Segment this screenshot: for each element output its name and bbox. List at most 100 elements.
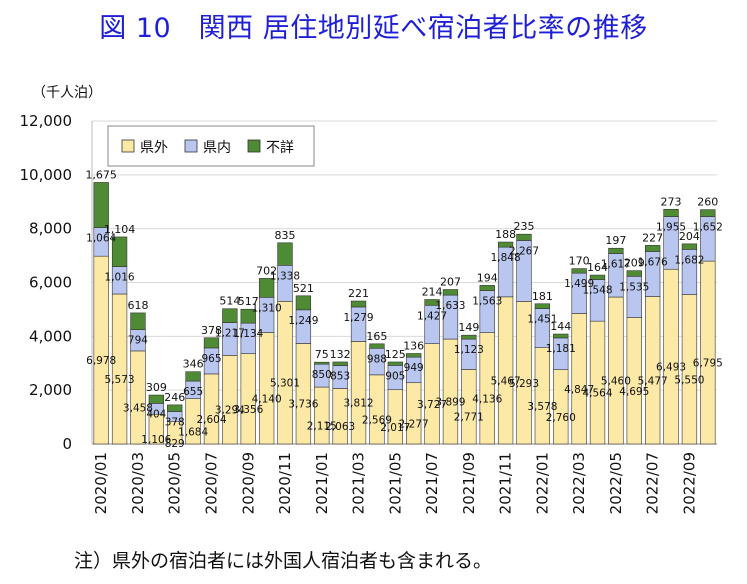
bar-segment-unknown (681, 243, 698, 250)
data-label-unknown: 618 (127, 299, 148, 312)
x-axis: 2020/01 2020/03 2020/05 2020/07 2020/09 2020/… (92, 452, 698, 514)
bar-segment-unknown (167, 404, 183, 412)
data-label-unknown: 194 (477, 271, 498, 284)
bar-segment-outside (111, 293, 128, 445)
data-label-unknown: 273 (661, 195, 682, 208)
data-label-inside: 2,267 (509, 246, 539, 258)
bar-segment-unknown (516, 233, 532, 241)
y-tick-label: 12,000 (20, 112, 73, 130)
x-tick-label: 2020/09 (239, 452, 257, 514)
data-label-outside: 3,356 (233, 404, 263, 416)
data-label-outside: 5,477 (638, 375, 668, 387)
data-label-outside: 2,760 (546, 412, 576, 424)
data-label-inside: 794 (128, 335, 148, 347)
bar-segment-outside (130, 350, 146, 445)
bar-segment-unknown (130, 312, 146, 330)
data-label-unknown: 235 (513, 220, 534, 233)
data-label-unknown: 227 (642, 231, 663, 244)
data-label-inside: 853 (330, 371, 350, 383)
data-label-outside: 3,294 (215, 405, 245, 417)
data-label-outside: 5,460 (601, 376, 631, 388)
y-tick-label: 10,000 (20, 166, 73, 184)
data-label-outside: 829 (165, 438, 185, 450)
data-label-outside: 2,604 (196, 414, 226, 426)
data-label-inside: 1,181 (546, 343, 576, 355)
data-label-outside: 4,695 (619, 386, 649, 398)
data-label-unknown: 246 (164, 391, 185, 404)
data-label-inside: 655 (183, 386, 203, 398)
data-label-outside: 3,736 (288, 399, 318, 411)
data-label-outside: 2,569 (362, 414, 392, 426)
data-label-inside: 1,123 (454, 344, 484, 356)
data-label-outside: 5,467 (491, 375, 521, 387)
bar-segment-unknown (258, 278, 275, 298)
data-label-inside: 1,955 (656, 222, 686, 234)
bar-segment-unknown (295, 295, 312, 311)
data-label-inside: 1,535 (619, 281, 649, 293)
data-label-unknown: 204 (679, 230, 700, 243)
legend-label-inside: 県内 (203, 140, 231, 156)
bar-segment-unknown (240, 308, 256, 324)
data-label-outside: 4,564 (582, 388, 612, 400)
data-label-unknown: 197 (605, 234, 626, 247)
x-tick-label: 2022/03 (570, 452, 588, 514)
data-label-inside: 1,064 (86, 233, 116, 245)
data-label-unknown: 1,104 (104, 223, 136, 236)
bar-segment-unknown (203, 337, 220, 349)
data-label-inside: 1,848 (491, 252, 521, 264)
legend-swatch-inside (184, 139, 198, 153)
bar-segment-unknown (387, 361, 403, 366)
bar-segment-unknown (645, 245, 661, 252)
data-label-unknown: 378 (201, 324, 222, 337)
bar-segment-unknown (663, 208, 679, 217)
bar-segment-unknown (461, 334, 477, 340)
data-label-inside: 1,310 (252, 302, 282, 314)
data-label-outside: 6,795 (693, 358, 723, 370)
bar-segment-outside (571, 313, 587, 445)
x-tick-label: 2021/09 (460, 452, 478, 514)
data-label-unknown: 149 (458, 321, 479, 334)
x-tick-label: 2022/05 (607, 452, 625, 514)
data-label-outside: 2,017 (380, 422, 410, 434)
bar-segment-unknown (185, 371, 201, 382)
bar-segment-outside (314, 386, 330, 445)
data-label-inside: 1,016 (105, 272, 135, 284)
data-label-unknown: 517 (238, 295, 259, 308)
data-label-inside: 1,676 (638, 256, 668, 268)
bar-segment-unknown (589, 274, 606, 280)
data-label-unknown: 214 (422, 286, 443, 299)
data-label-unknown: 165 (366, 330, 387, 343)
data-label-unknown: 702 (256, 264, 277, 277)
x-tick-label: 2021/05 (386, 452, 404, 514)
legend-swatch-outside (121, 139, 135, 153)
x-tick-label: 2021/07 (423, 452, 441, 514)
x-tick-label: 2022/07 (644, 452, 662, 514)
bar-segment-unknown (314, 361, 330, 365)
data-label-unknown: 514 (219, 295, 240, 308)
y-tick-label: 6,000 (29, 274, 72, 292)
data-label-outside: 3,899 (435, 397, 465, 409)
x-tick-label: 2022/01 (533, 452, 551, 514)
bar-segment-unknown (406, 353, 422, 358)
bar-segment-outside (608, 296, 624, 445)
x-tick-label: 2020/05 (166, 452, 184, 514)
bar-segment-unknown (626, 270, 642, 277)
bar-segment-outside (700, 260, 716, 445)
data-label-outside: 6,493 (656, 362, 686, 374)
data-label-unknown: 188 (495, 228, 516, 241)
data-label-inside: 949 (404, 362, 424, 374)
bar-segment-outside (406, 382, 422, 445)
bar-segment-unknown (442, 289, 459, 296)
x-tick-label: 2021/03 (350, 452, 368, 514)
data-label-unknown: 346 (183, 358, 204, 371)
data-label-unknown: 164 (587, 261, 608, 274)
data-label-inside: 1,682 (674, 254, 704, 266)
y-tick-label: 2,000 (29, 381, 72, 399)
x-tick-label: 2022/09 (680, 452, 698, 514)
chart-title: 図 10 関西 居住地別延べ宿泊者比率の推移 (99, 13, 648, 44)
bar-segment-unknown (111, 236, 128, 267)
data-label-outside: 1,106 (141, 434, 171, 446)
data-label-unknown: 221 (348, 287, 369, 300)
data-label-unknown: 170 (569, 255, 590, 268)
footnote: 注）県外の宿泊者には外国人宿泊者も含まれる。 (74, 550, 493, 572)
